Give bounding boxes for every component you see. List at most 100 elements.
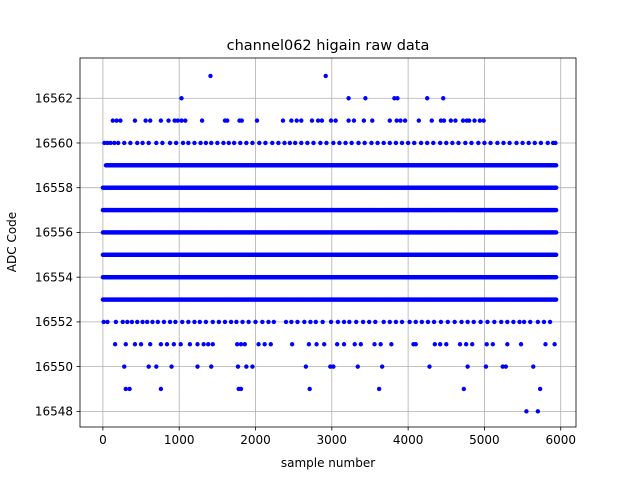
data-point <box>158 386 164 392</box>
x-tick-label: 6000 <box>545 433 576 447</box>
data-point <box>541 319 547 325</box>
data-point <box>399 319 405 325</box>
data-point <box>295 319 300 325</box>
data-point <box>465 319 470 325</box>
data-point <box>361 118 367 123</box>
data-point <box>175 118 180 123</box>
data-point <box>341 342 347 347</box>
data-point <box>481 118 486 123</box>
data-point <box>129 319 135 325</box>
data-point <box>360 319 366 325</box>
data-point <box>158 118 164 123</box>
x-tick-label: 0 <box>99 433 107 447</box>
data-point <box>470 342 475 347</box>
data-point <box>441 96 446 101</box>
data-point <box>306 342 312 347</box>
data-point <box>505 342 510 347</box>
data-point <box>234 319 239 325</box>
y-tick-label: 16562 <box>35 92 73 106</box>
data-point <box>299 118 304 123</box>
data-point <box>246 319 251 325</box>
data-point <box>169 364 174 369</box>
y-tick-label: 16560 <box>35 136 73 150</box>
data-point <box>222 319 228 325</box>
data-point <box>378 342 383 347</box>
data-point <box>441 118 447 123</box>
data-point <box>161 319 167 325</box>
data-point <box>270 140 275 146</box>
data-point <box>180 140 186 146</box>
data-point <box>553 274 559 280</box>
data-point <box>101 319 106 325</box>
data-point <box>499 319 504 325</box>
data-point <box>461 386 467 392</box>
data-point <box>431 140 436 146</box>
data-point <box>206 342 211 347</box>
data-point <box>521 319 527 325</box>
data-point <box>425 319 431 325</box>
data-point <box>195 364 200 369</box>
data-point <box>225 118 230 123</box>
data-point <box>210 319 215 325</box>
chart-title: channel062 higain raw data <box>227 38 430 54</box>
data-point <box>203 140 209 146</box>
data-point <box>346 96 351 101</box>
data-point <box>254 118 260 123</box>
data-point <box>328 364 333 369</box>
data-point <box>349 140 354 146</box>
data-point <box>495 140 500 146</box>
data-point <box>238 140 243 146</box>
data-point <box>199 118 205 123</box>
data-point <box>187 342 193 347</box>
data-point <box>393 319 399 325</box>
data-point <box>283 319 289 325</box>
data-point <box>351 118 357 123</box>
data-point <box>313 319 318 325</box>
data-point <box>427 364 432 369</box>
data-point <box>538 140 544 146</box>
y-axis-label: ADC Code <box>5 212 19 272</box>
data-point <box>328 118 334 123</box>
data-point <box>438 319 444 325</box>
data-point <box>260 319 265 325</box>
data-point <box>518 342 524 347</box>
data-point <box>419 319 425 325</box>
data-point <box>268 342 273 347</box>
data-point <box>311 140 316 146</box>
data-point <box>399 140 405 146</box>
data-point <box>250 140 255 146</box>
data-point <box>437 342 443 347</box>
data-point <box>369 140 374 146</box>
data-point <box>143 118 148 123</box>
data-point <box>146 364 151 369</box>
data-point <box>432 342 438 347</box>
data-point <box>500 364 505 369</box>
data-point <box>547 319 553 325</box>
data-point <box>155 319 161 325</box>
data-point <box>127 386 132 392</box>
data-point <box>469 140 474 146</box>
data-point <box>183 118 188 123</box>
data-point <box>299 140 304 146</box>
data-point <box>195 342 200 347</box>
data-point <box>465 364 470 369</box>
data-point <box>178 342 183 347</box>
y-tick-label: 16548 <box>35 405 73 419</box>
y-tick-label: 16550 <box>35 360 73 374</box>
data-point <box>167 140 173 146</box>
data-point <box>244 364 249 369</box>
data-point <box>198 140 203 146</box>
data-point <box>394 118 399 123</box>
data-point <box>240 319 245 325</box>
data-point <box>244 140 249 146</box>
data-point <box>238 342 244 347</box>
data-point <box>105 140 110 146</box>
data-point <box>347 319 352 325</box>
data-point <box>405 140 411 146</box>
data-point <box>262 342 267 347</box>
data-point <box>532 140 537 146</box>
data-point <box>128 140 133 146</box>
data-point <box>526 140 531 146</box>
data-point <box>319 118 325 123</box>
data-point <box>387 118 393 123</box>
